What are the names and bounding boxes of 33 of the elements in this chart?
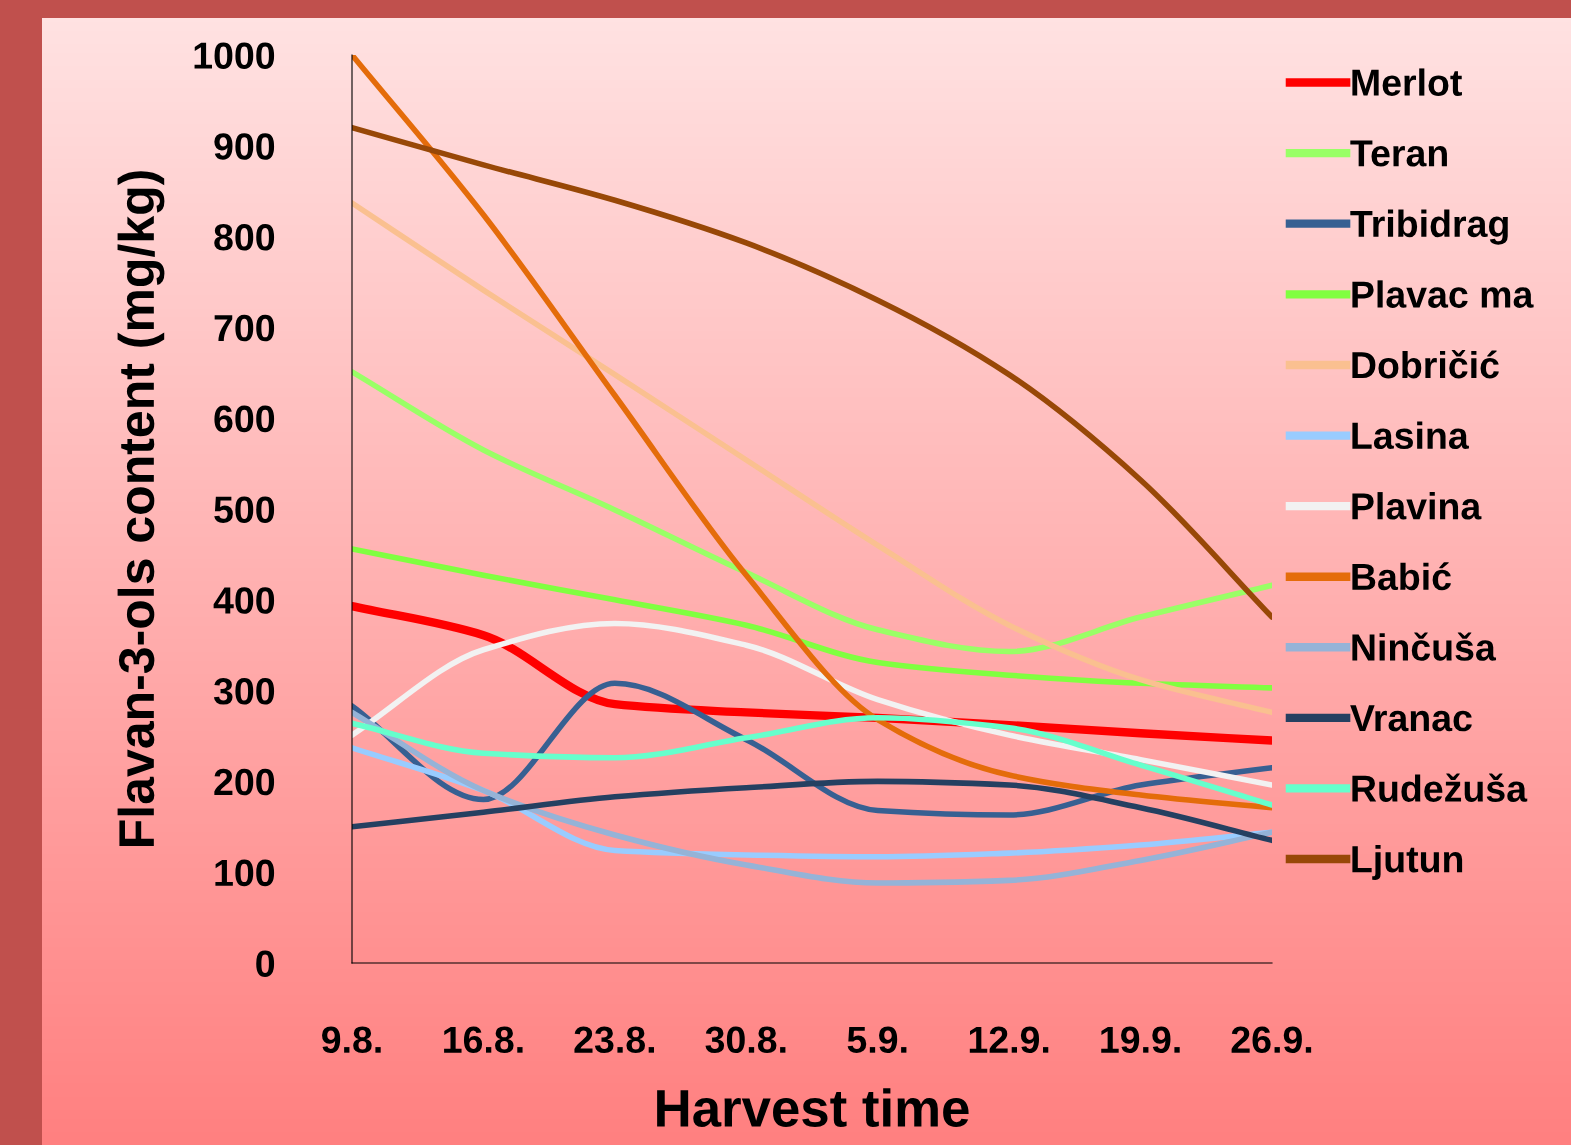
legend-label: Tribidrag [1350, 209, 1508, 245]
y-tick-label: 900 [214, 133, 275, 160]
y-tick-label: 0 [256, 950, 275, 977]
x-tick-label: 9.8. [322, 1026, 381, 1054]
x-tick-label: 19.9. [1101, 1026, 1180, 1054]
x-tick-label: 5.9. [847, 1026, 907, 1054]
x-tick-label: 23.8. [574, 1026, 654, 1054]
legend-label: Ljutun [1352, 844, 1463, 880]
y-tick-label: 1000 [194, 42, 275, 69]
y-tick-label: 500 [214, 496, 275, 523]
y-tick-label: 800 [214, 224, 275, 251]
y-tick-label: 700 [214, 314, 275, 342]
y-axis-title: Flavan-3-ols content (mg/kg) [117, 171, 165, 846]
legend-label: Plavac ma [1352, 280, 1534, 308]
y-tick-label: 400 [213, 587, 275, 614]
legend-label: Dobričić [1352, 350, 1499, 379]
y-tick-label: 600 [214, 405, 275, 433]
y-tick-label: 200 [214, 768, 275, 796]
legend-label: Ninčuša [1352, 632, 1497, 661]
x-tick-label: 16.8. [444, 1026, 523, 1054]
x-tick-label: 26.9. [1231, 1026, 1312, 1054]
x-axis-title: Harvest time [657, 1088, 969, 1127]
y-tick-label: 100 [215, 859, 275, 887]
legend-label: Vranac [1350, 705, 1472, 732]
x-tick-label: 30.8. [705, 1026, 786, 1054]
legend-label: Plavina [1352, 492, 1482, 520]
legend-label: Merlot [1352, 68, 1462, 96]
y-tick-label: 300 [213, 678, 275, 705]
legend-label: Rudežuša [1352, 773, 1528, 802]
x-tick-label: 12.9. [969, 1026, 1049, 1054]
legend-label: Lasina [1352, 421, 1469, 450]
legend-label: Teran [1350, 140, 1447, 167]
legend-label: Babić [1352, 562, 1451, 591]
